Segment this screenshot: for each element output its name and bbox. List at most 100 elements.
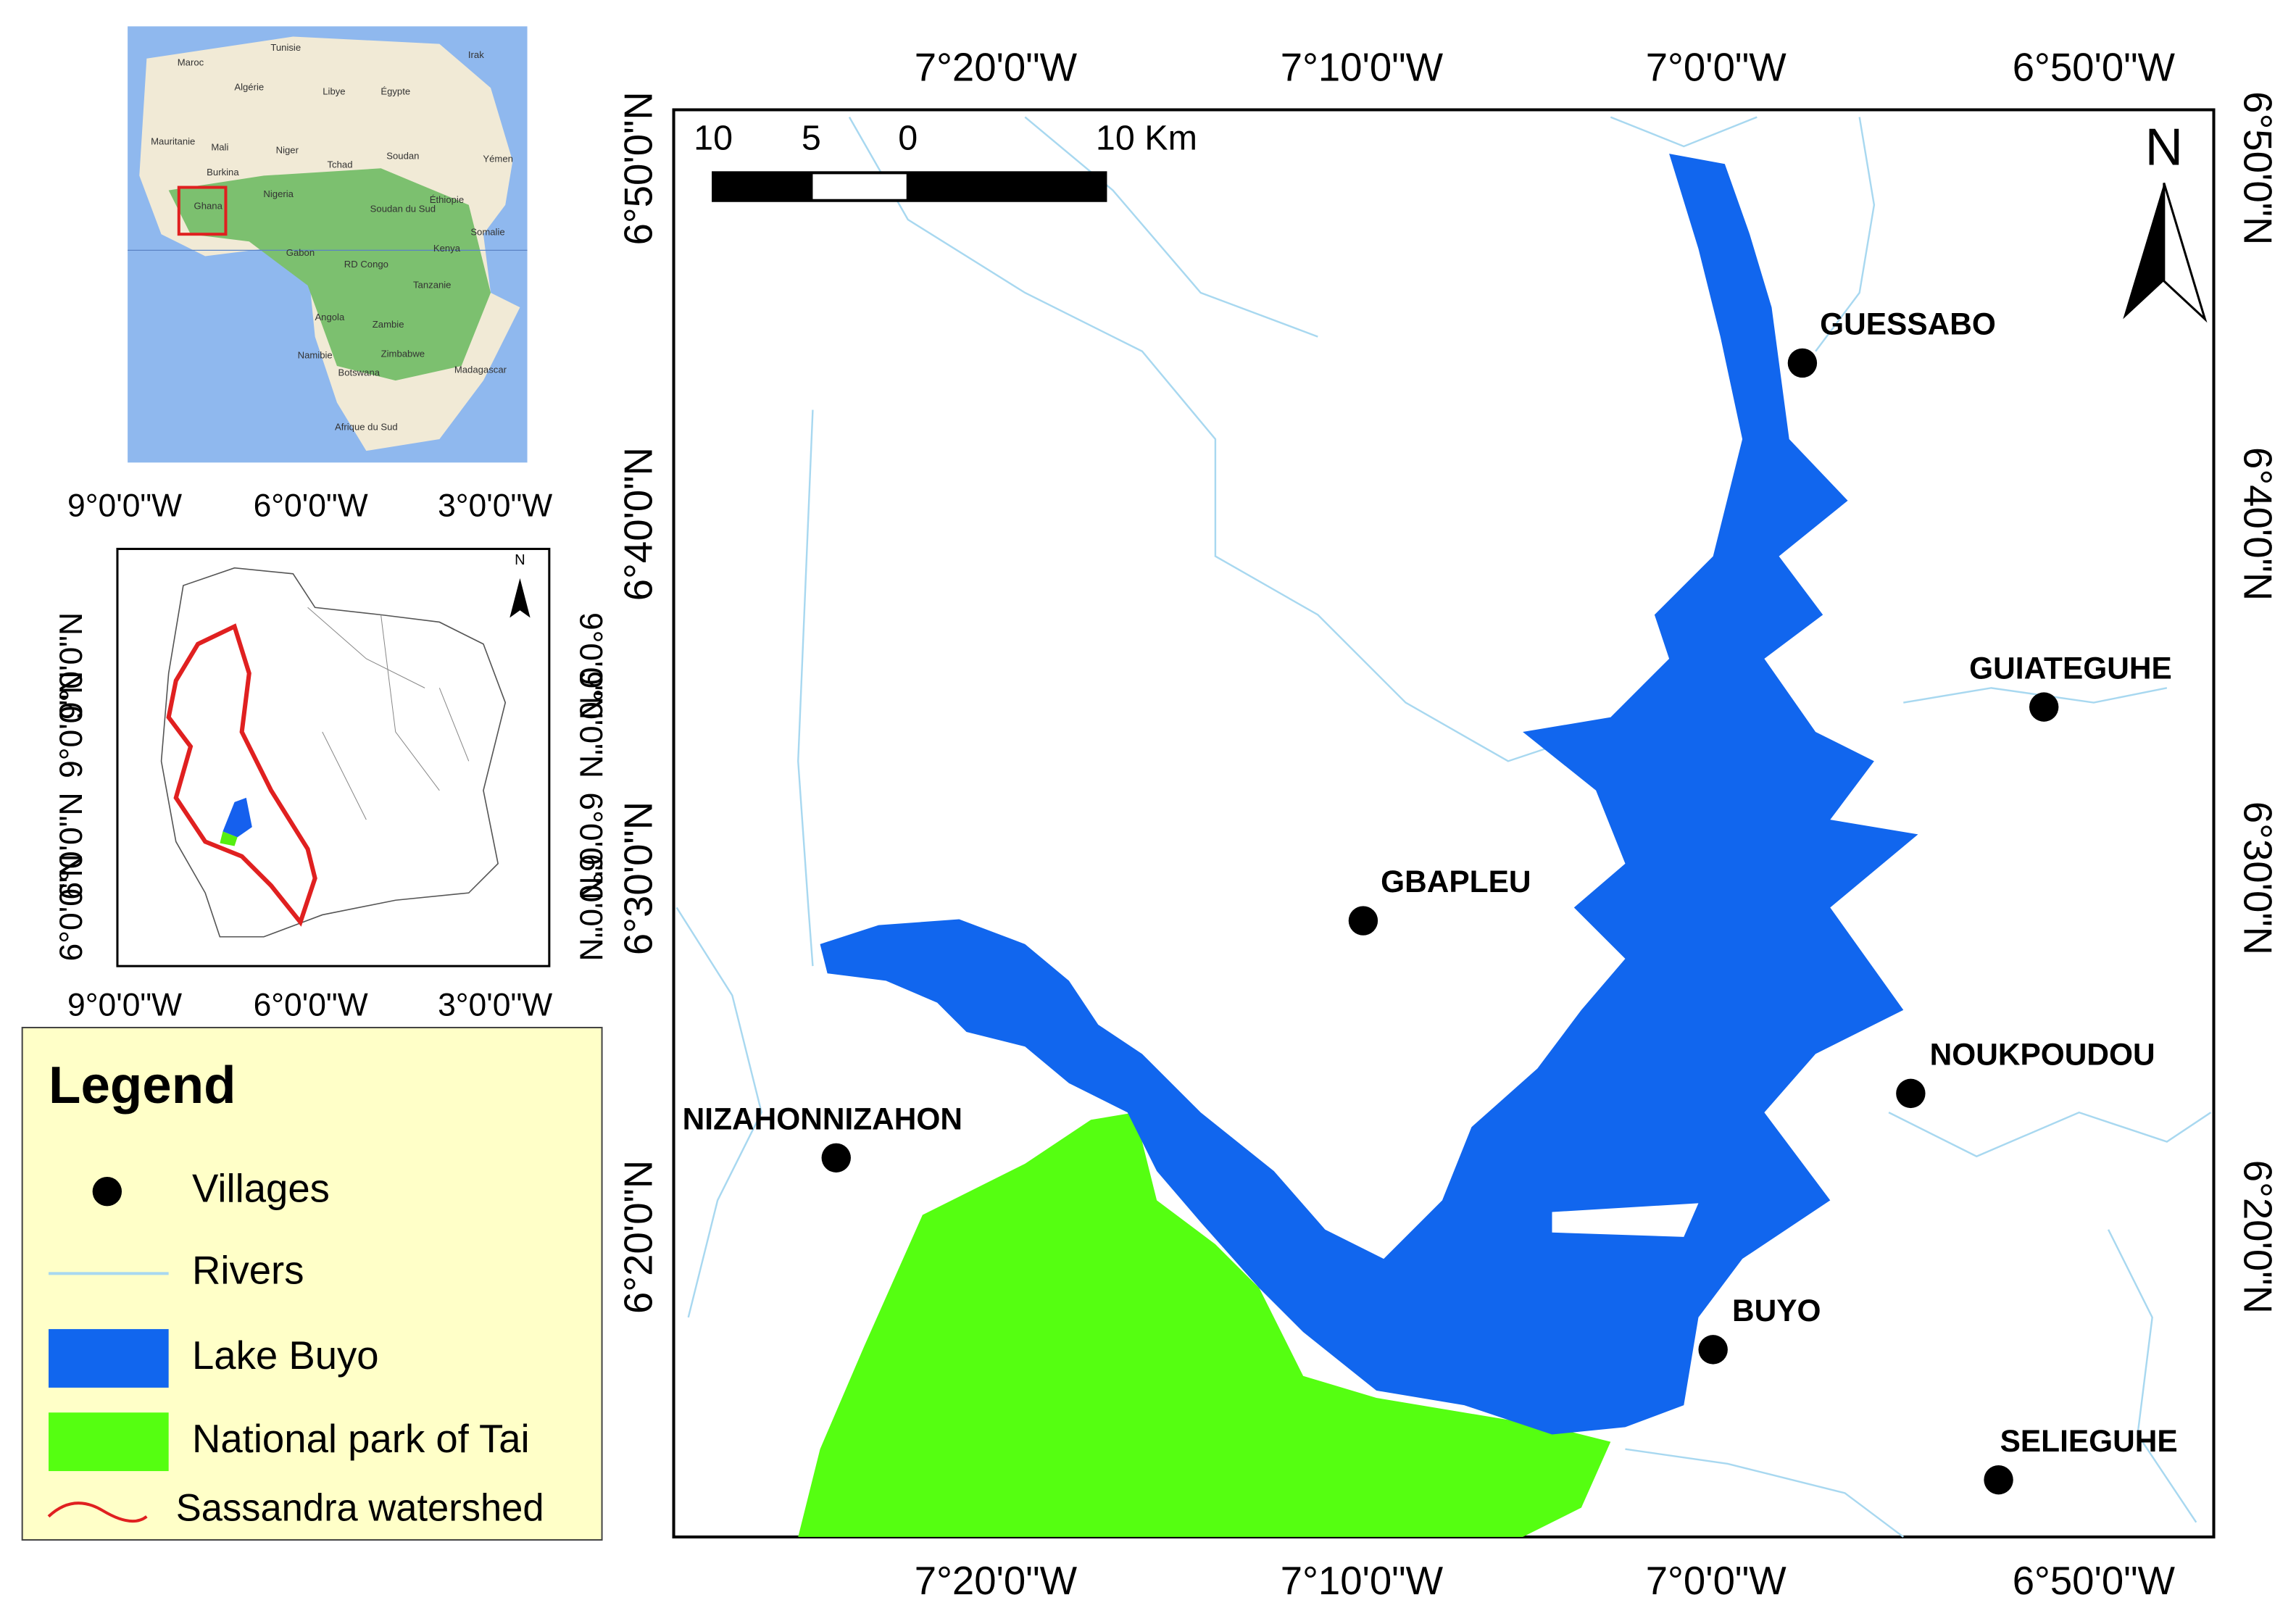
africa-label: Soudan — [386, 151, 419, 162]
river — [2107, 1229, 2197, 1523]
scale-label: 0 — [898, 119, 918, 158]
north-label: N — [2145, 117, 2184, 176]
scale-bar-segment — [812, 174, 907, 199]
africa-label: Algérie — [234, 82, 264, 93]
inset-north-label: N — [515, 552, 525, 568]
legend-title: Legend — [49, 1056, 236, 1115]
top-lon-label: 7°20'0"W — [915, 45, 1078, 89]
africa-label: Libye — [323, 86, 345, 97]
africa-label: Tanzanie — [413, 279, 451, 290]
inset-right-label: 9°0'0"N — [573, 612, 609, 720]
village-label: BUYO — [1732, 1294, 1821, 1328]
africa-label: Irak — [468, 49, 484, 60]
inset-left-label: 9°0'0"N — [54, 612, 89, 720]
rivers — [675, 116, 2212, 1538]
inset-right-label: 6°0'0"N — [573, 854, 609, 961]
legend-lake-symbol — [49, 1329, 169, 1388]
river — [675, 907, 763, 1318]
inset-left-label: 9°0'0"N — [54, 671, 89, 778]
main-labels: 7°20'0"W 7°20'0"W 7°10'0"W 7°10'0"W 7°0'0"W 7… — [617, 45, 2280, 1603]
africa-label: Tunisie — [270, 42, 301, 53]
right-lat-label: 6°20'0"N — [2236, 1160, 2280, 1314]
legend-label: Lake Buyo — [192, 1333, 379, 1378]
scale-label: 10 Km — [1096, 119, 1197, 158]
africa-label: Éthiopie — [430, 194, 464, 205]
inset-top-label: 9°0'0"W — [67, 488, 182, 524]
africa-label: Kenya — [433, 243, 461, 254]
village-label: SELIEGUHE — [2000, 1424, 2178, 1458]
river — [1610, 116, 1758, 148]
admin-boundaries — [307, 607, 470, 820]
village-marker — [1984, 1465, 2013, 1495]
africa-label: RD Congo — [344, 259, 388, 270]
village-label: NIZAHONNIZAHON — [683, 1101, 962, 1136]
village-marker — [821, 1143, 851, 1173]
river — [1024, 116, 1318, 338]
bottom-lon-label: 6°50'0"W — [2013, 1559, 2176, 1603]
scale-label: 5 — [802, 119, 821, 158]
village-label: GBAPLEU — [1381, 865, 1531, 899]
inset-north-arrow — [509, 578, 531, 618]
top-lon-label: 7°10'0"W — [1281, 45, 1444, 89]
river — [1625, 1448, 1905, 1538]
bottom-lon-label: 7°0'0"W — [1646, 1559, 1787, 1603]
village-marker — [1896, 1078, 1926, 1109]
country-inset-frame — [116, 547, 551, 967]
africa-label: Niger — [276, 145, 299, 156]
africa-label: Égypte — [380, 86, 410, 97]
africa-label: Mali — [211, 141, 228, 152]
lake-mini — [222, 797, 252, 838]
river — [1815, 117, 1876, 352]
study-area-box — [177, 186, 228, 236]
africa-labels: Tunisie Maroc Algérie Libye Égypte Irak Maurit… — [151, 42, 513, 432]
national-park — [798, 1112, 1611, 1537]
africa-label: Tchad — [328, 159, 353, 170]
legend-label: Rivers — [192, 1249, 304, 1293]
country-outline — [160, 567, 507, 938]
legend-village-symbol — [92, 1177, 122, 1207]
africa-label: Angola — [315, 312, 345, 322]
legend-label: National park of Tai — [192, 1417, 530, 1461]
africa-label: Namibie — [298, 349, 333, 360]
africa-label: Somalie — [470, 227, 504, 238]
river — [797, 409, 814, 967]
scale-label: 10 — [694, 119, 733, 158]
africa-label: Gabon — [286, 247, 315, 258]
north-arrow — [2123, 183, 2164, 320]
africa-vegetation — [168, 168, 491, 381]
africa-label: Soudan du Sud — [370, 203, 436, 214]
park-mini — [220, 831, 238, 846]
bottom-lon-label: 7°10'0"W — [1281, 1559, 1444, 1603]
inset-top-label: 3°0'0"W — [438, 488, 552, 524]
lake-buyo — [820, 154, 1918, 1435]
left-lat-label: 6°50'0"N — [617, 91, 661, 245]
village-label: GUIATEGUHE — [1969, 651, 2172, 685]
top-lon-label: 6°50'0"W — [2013, 45, 2176, 89]
country-labels: 9°0'0"W 9°0'0"W 6°0'0"W 6°0'0"W 3°0'0"W 3°0'0… — [54, 488, 609, 1023]
inset-bottom-label: 6°0'0"W — [254, 987, 368, 1023]
river — [1888, 1111, 2212, 1158]
africa-label: Botswana — [338, 367, 380, 378]
watershed-outline — [166, 623, 317, 927]
scale-bar — [712, 171, 1107, 202]
inset-left-label: 6°0'0"N — [54, 792, 89, 899]
legend: Legend Villages Rivers Lake Buyo National pa… — [47, 1056, 544, 1529]
inset-left-label: 6°0'0"N — [54, 854, 89, 961]
legend-label: Sassandra watershed — [176, 1486, 544, 1529]
africa-label: Yémen — [483, 154, 513, 164]
village-marker — [1348, 906, 1378, 936]
inset-top-label: 6°0'0"W — [254, 488, 368, 524]
village-marker — [1787, 348, 1818, 378]
africa-label: Maroc — [178, 57, 204, 67]
right-lat-label: 6°50'0"N — [2236, 91, 2280, 245]
inset-right-label: 9°0'0"N — [573, 671, 609, 778]
village-label: NOUKPOUDOU — [1930, 1038, 2155, 1072]
legend-watershed-symbol — [47, 1502, 148, 1523]
top-lon-label: 7°0'0"W — [1646, 45, 1787, 89]
right-lat-label: 6°40'0"N — [2236, 447, 2280, 601]
inset-bottom-label: 3°0'0"W — [438, 987, 552, 1023]
left-lat-label: 6°20'0"N — [617, 1160, 661, 1314]
bottom-lon-label: 7°20'0"W — [915, 1559, 1078, 1603]
